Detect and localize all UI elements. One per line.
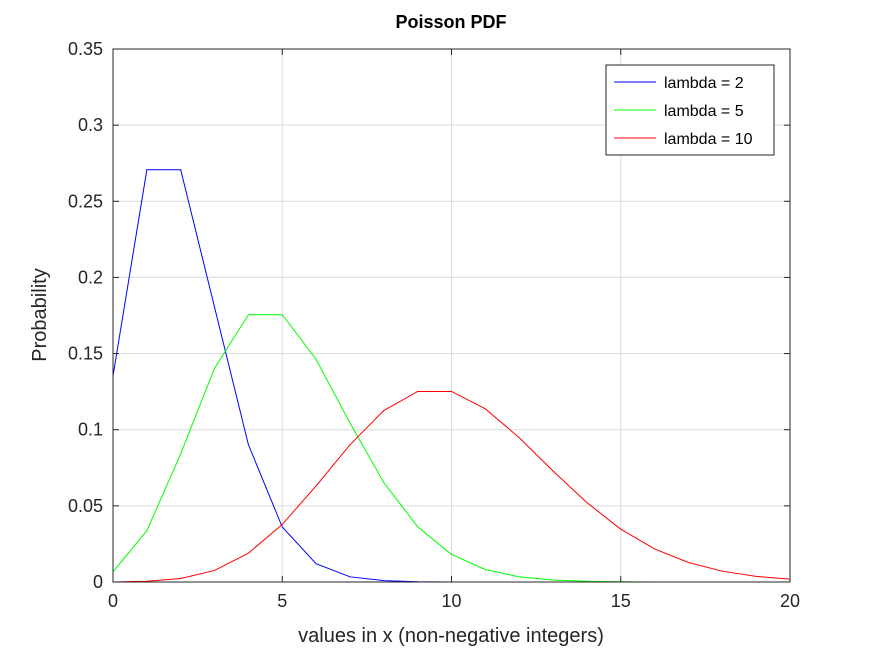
data-point: [484, 569, 486, 571]
y-tick-label: 0.25: [68, 191, 103, 211]
data-point: [247, 552, 249, 554]
chart-title: Poisson PDF: [395, 12, 506, 32]
data-point: [383, 410, 385, 412]
data-point: [687, 562, 689, 564]
data-point: [214, 569, 216, 571]
legend-label: lambda = 2: [664, 75, 744, 92]
data-point: [315, 563, 317, 565]
data-point: [315, 358, 317, 360]
data-point: [518, 576, 520, 578]
ticks: 0 5 10 15 20 0 0.05 0.1 0.15 0.2 0.25 0.3 0.35: [68, 39, 800, 611]
data-point: [214, 306, 216, 308]
y-tick-label: 0.05: [68, 496, 103, 516]
legend: lambda = 2 lambda = 5 lambda = 10: [605, 64, 775, 156]
x-tick-label: 20: [780, 591, 800, 611]
x-tick-label: 0: [108, 591, 118, 611]
data-point: [281, 526, 283, 528]
data-point: [721, 570, 723, 572]
y-tick-label: 0.15: [68, 344, 103, 364]
x-axis-label: values in x (non-negative integers): [298, 625, 604, 647]
data-point: [586, 502, 588, 504]
data-point: [146, 169, 148, 171]
data-point: [552, 470, 554, 472]
data-point: [315, 485, 317, 487]
y-tick-label: 0.2: [78, 267, 103, 287]
data-point: [518, 437, 520, 439]
data-point: [247, 444, 249, 446]
data-point: [180, 577, 182, 579]
data-point: [383, 482, 385, 484]
data-point: [180, 169, 182, 171]
series-line-1: [112, 169, 621, 583]
y-tick-label: 0: [93, 572, 103, 592]
legend-label: lambda = 5: [664, 103, 744, 120]
data-point: [281, 523, 283, 525]
data-point: [247, 314, 249, 316]
data-point: [281, 314, 283, 316]
data-point: [349, 422, 351, 424]
x-tick-label: 5: [277, 591, 287, 611]
data-point: [451, 390, 452, 392]
y-axis-label: Probability: [29, 268, 51, 361]
data-point: [451, 553, 452, 555]
y-tick-label: 0.35: [68, 39, 103, 59]
y-tick-label: 0.1: [78, 420, 103, 440]
data-point: [349, 444, 351, 446]
data-point: [552, 579, 554, 581]
x-tick-label: 10: [441, 591, 461, 611]
data-point: [417, 390, 419, 392]
data-point: [146, 530, 148, 532]
data-point: [383, 580, 385, 582]
data-point: [755, 575, 757, 577]
data-point: [146, 580, 148, 582]
data-point: [180, 453, 182, 455]
data-point: [214, 367, 216, 369]
data-point: [484, 408, 486, 410]
data-point: [620, 528, 622, 530]
data-point: [417, 526, 419, 528]
y-tick-label: 0.3: [78, 115, 103, 135]
x-tick-label: 15: [611, 591, 631, 611]
legend-label: lambda = 10: [664, 131, 753, 148]
data-point: [586, 580, 588, 582]
data-point: [349, 576, 351, 578]
data-point: [654, 548, 656, 550]
